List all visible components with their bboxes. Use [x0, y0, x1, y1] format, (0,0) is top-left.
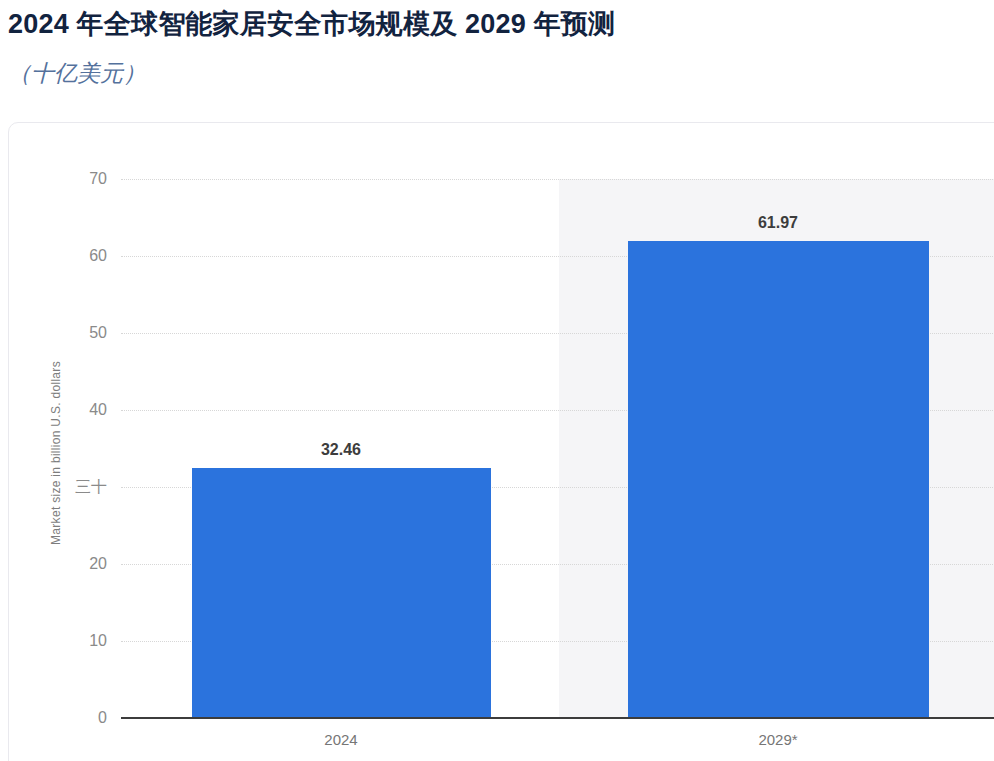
y-axis-title: Market size in billion U.S. dollars [49, 361, 63, 545]
bar-2029[interactable] [628, 241, 929, 718]
y-tick-label: 50 [29, 322, 107, 344]
y-tick-label: 40 [29, 399, 107, 421]
page-title: 2024 年全球智能家居安全市场规模及 2029 年预测 [8, 6, 988, 42]
y-tick-label: 70 [29, 168, 107, 190]
chart-card: 70 60 50 40 三十 20 10 0 Market size in bi… [8, 122, 994, 761]
plot-area: 32.46 61.97 [121, 179, 994, 718]
y-tick-label: 10 [29, 630, 107, 652]
value-label-2024: 32.46 [281, 441, 401, 459]
y-tick-label: 三十 [29, 476, 107, 498]
x-axis-baseline [121, 717, 994, 719]
page-subtitle: （十亿美元） [8, 56, 146, 90]
y-tick-label: 0 [29, 707, 107, 729]
bar-2024[interactable] [192, 468, 491, 718]
value-label-2029: 61.97 [718, 214, 838, 232]
gridline-70 [121, 179, 994, 180]
x-tick-label-2024: 2024 [261, 730, 421, 750]
y-tick-label: 20 [29, 553, 107, 575]
x-tick-label-2029: 2029* [698, 730, 858, 750]
y-tick-label: 60 [29, 245, 107, 267]
